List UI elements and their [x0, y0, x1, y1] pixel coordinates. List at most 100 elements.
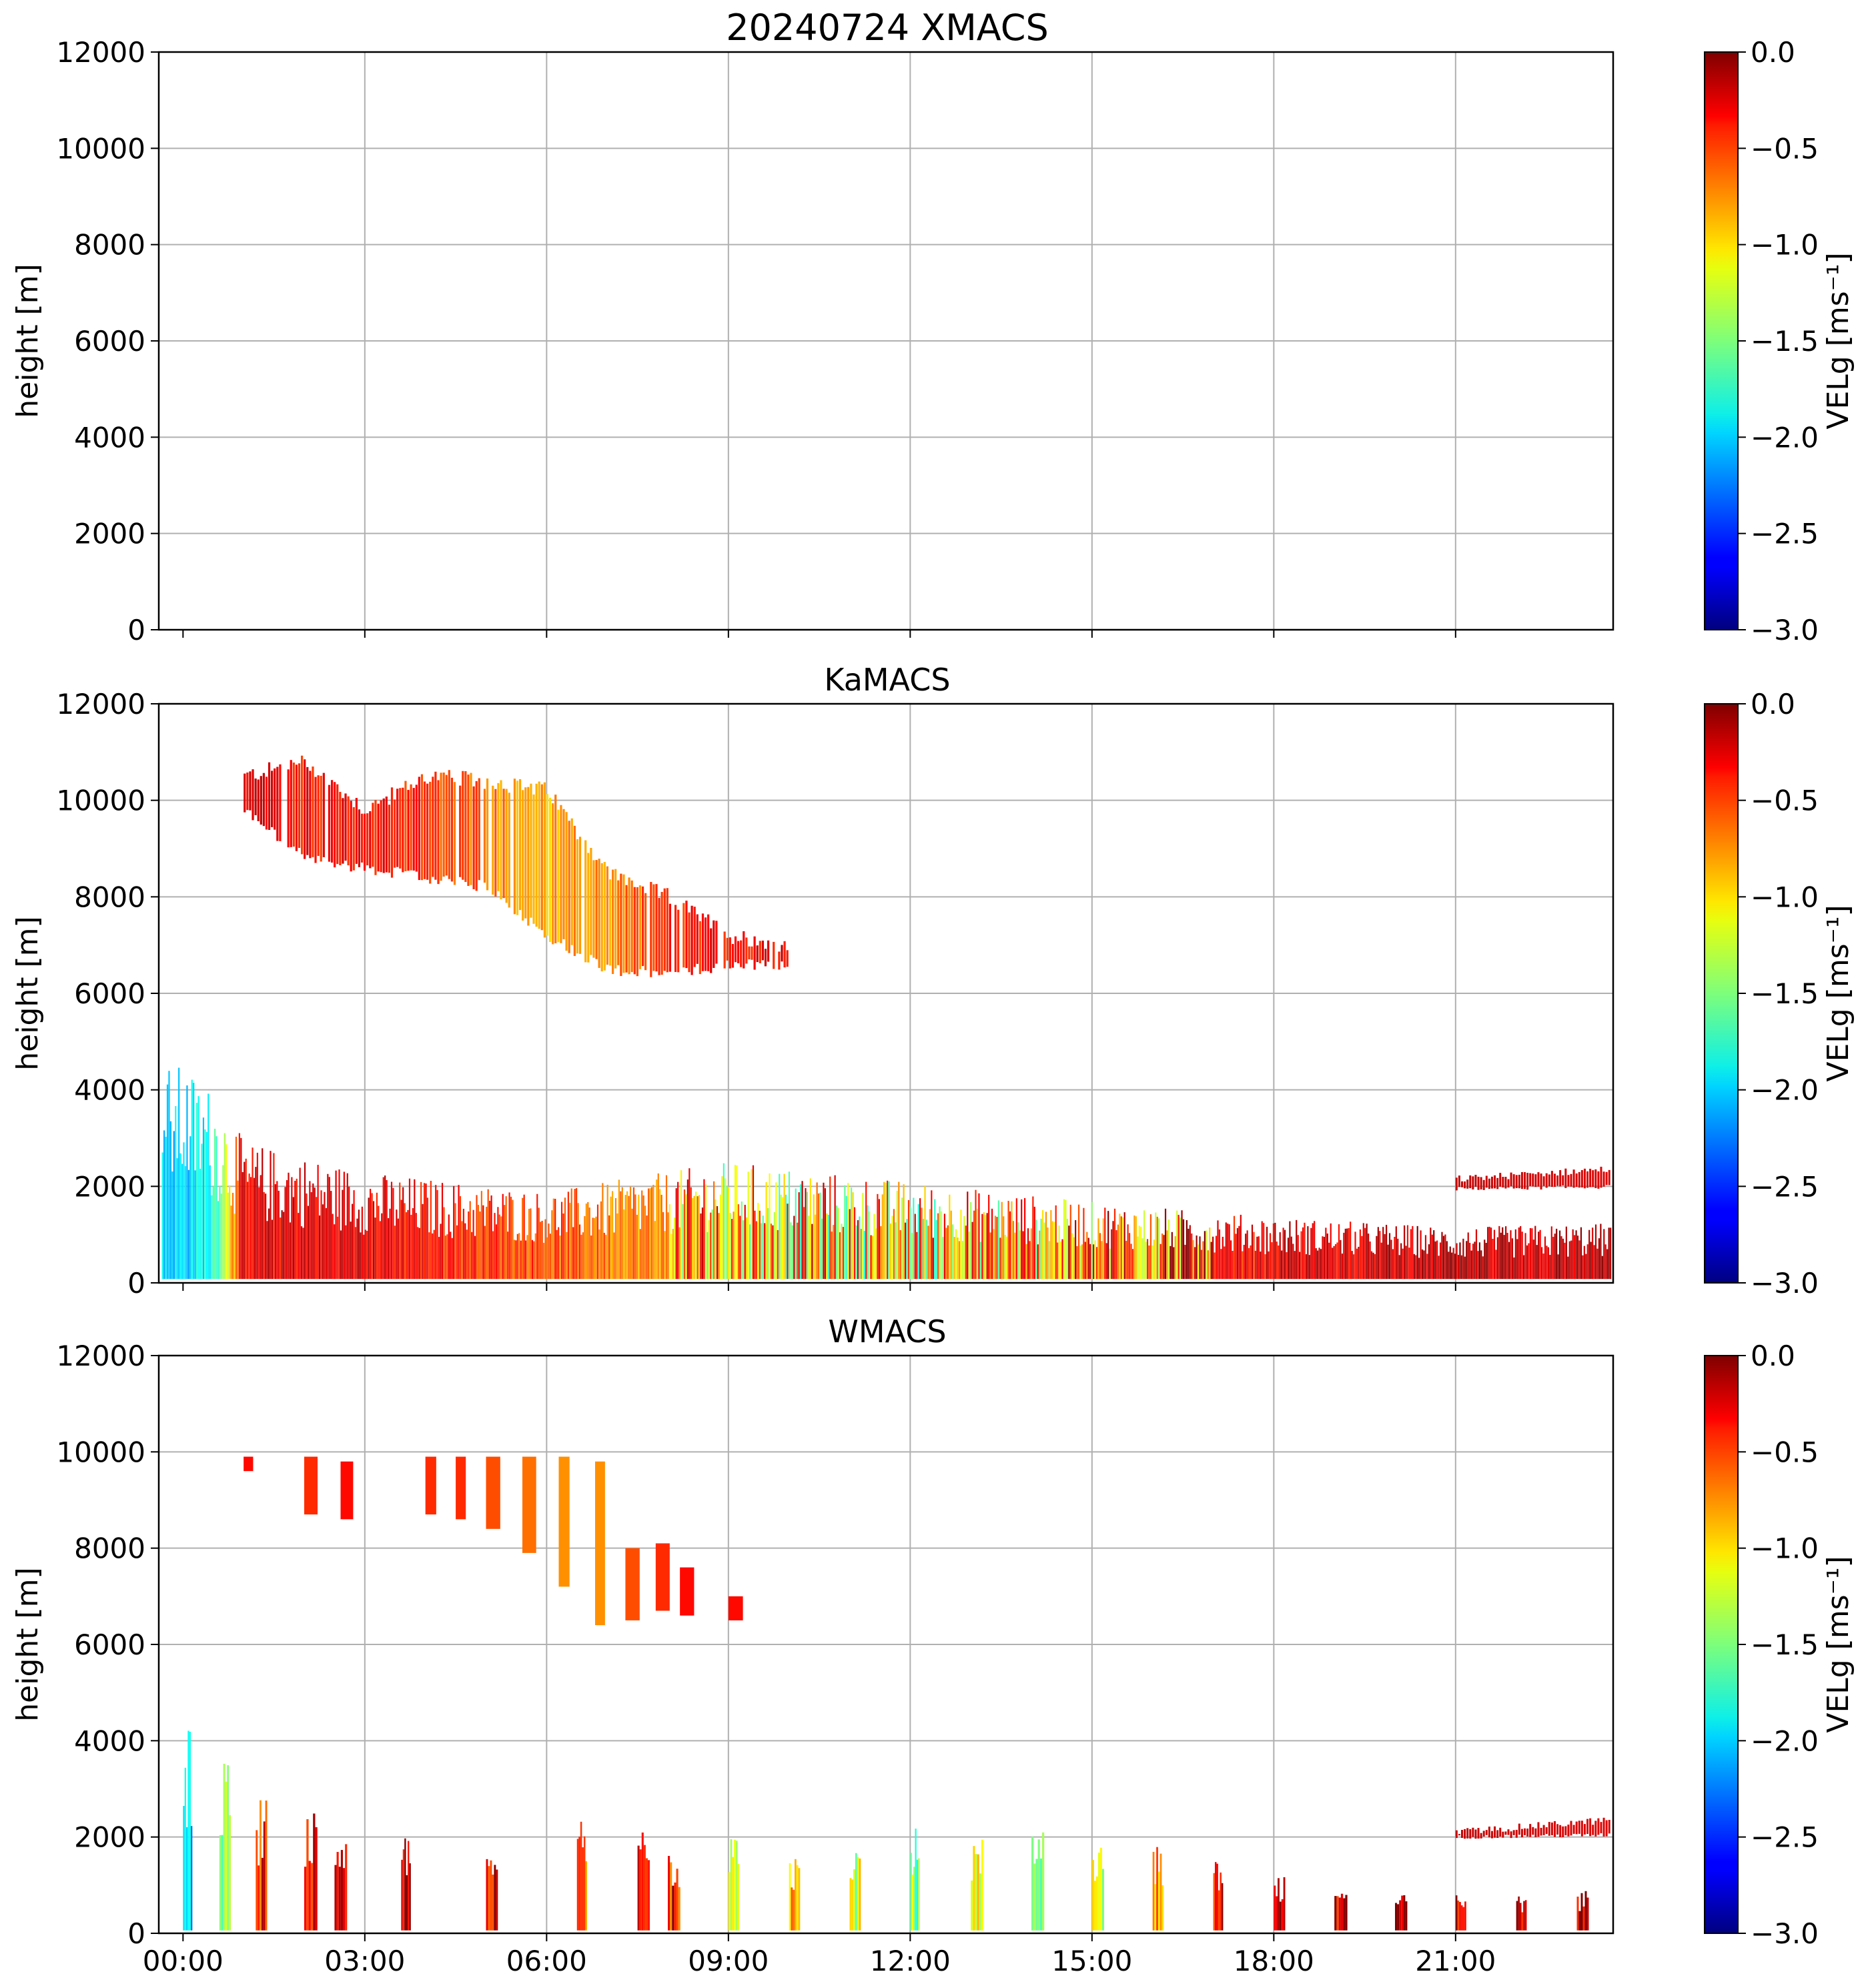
cloud-column — [606, 866, 609, 965]
boundary-layer-column — [1004, 1234, 1006, 1280]
boundary-layer-column — [1250, 1245, 1252, 1280]
low-cloud-sample — [1457, 1900, 1460, 1931]
boundary-layer-column — [847, 1183, 849, 1280]
boundary-layer-column — [1456, 1243, 1458, 1280]
boundary-layer-column — [495, 1224, 498, 1280]
cloud-column — [374, 800, 377, 875]
boundary-layer-column — [878, 1199, 880, 1280]
boundary-layer-column — [1043, 1222, 1045, 1280]
boundary-layer-column — [1017, 1222, 1019, 1280]
y-tick-label: 12000 — [56, 688, 145, 720]
boundary-layer-column — [1336, 1242, 1338, 1280]
boundary-layer-column — [831, 1231, 833, 1280]
boundary-layer-column — [415, 1213, 417, 1280]
boundary-layer-column — [420, 1181, 422, 1280]
low-cloud-sample — [971, 1880, 973, 1931]
boundary-layer-column — [1194, 1247, 1196, 1280]
low-cloud-sample — [308, 1861, 311, 1931]
panel-wmacs-yticks: 0 2000 4000 6000 8000 10000 12000 — [56, 1340, 159, 1950]
boundary-layer-column — [1058, 1225, 1060, 1280]
boundary-layer-column — [1446, 1241, 1448, 1280]
boundary-layer-column — [451, 1237, 453, 1280]
cloud-layer-column — [1466, 1179, 1469, 1189]
boundary-layer-column — [1523, 1255, 1525, 1280]
boundary-layer-column — [698, 1195, 700, 1280]
panel-wmacs-xticks: 00:00 03:00 06:00 09:00 12:00 15:00 18:00 21:00 — [143, 1933, 1496, 1977]
boundary-layer-column — [693, 1195, 695, 1280]
cloud-column — [710, 928, 713, 973]
cloud-column — [557, 809, 560, 943]
boundary-layer-column — [590, 1235, 592, 1280]
boundary-layer-column — [723, 1163, 725, 1280]
boundary-layer-column — [721, 1176, 723, 1280]
cloud-column — [677, 909, 680, 973]
panel-wmacs-cblabel: VELg [ms⁻¹] — [1821, 1556, 1855, 1732]
boundary-layer-column — [1416, 1225, 1418, 1280]
boundary-layer-column — [1364, 1227, 1366, 1280]
boundary-layer-column — [520, 1240, 522, 1280]
boundary-layer-column — [1467, 1232, 1469, 1280]
cloud-column — [301, 755, 304, 855]
boundary-layer-column — [298, 1213, 300, 1280]
boundary-layer-column — [904, 1222, 907, 1280]
boundary-layer-column — [237, 1180, 239, 1280]
boundary-layer-column — [1167, 1219, 1170, 1280]
boundary-layer-column — [793, 1215, 795, 1280]
boundary-layer-column — [576, 1188, 578, 1280]
cloud-column — [486, 778, 489, 891]
low-cloud-sample — [492, 1874, 494, 1931]
cloud-layer-column — [1583, 1824, 1586, 1835]
low-cloud-sample — [1091, 1860, 1094, 1931]
boundary-layer-column — [1202, 1241, 1204, 1280]
boundary-layer-column — [1552, 1236, 1554, 1280]
boundary-layer-column — [352, 1203, 354, 1280]
boundary-layer-column — [749, 1224, 751, 1280]
boundary-layer-column — [668, 1204, 671, 1280]
boundary-layer-column — [396, 1209, 398, 1280]
cloud-column — [690, 905, 693, 975]
boundary-layer-column — [626, 1191, 628, 1280]
boundary-layer-column — [893, 1209, 895, 1280]
cloud-column — [402, 787, 404, 873]
boundary-layer-column — [1123, 1212, 1125, 1280]
boundary-layer-column — [1576, 1235, 1579, 1280]
boundary-layer-column — [797, 1222, 799, 1280]
cloud-layer-column — [1556, 1824, 1559, 1835]
boundary-layer-column — [1534, 1225, 1536, 1280]
boundary-layer-column — [1574, 1235, 1576, 1280]
cloud-layer-column — [1583, 1168, 1586, 1189]
boundary-layer-column — [1434, 1241, 1436, 1280]
boundary-layer-column — [752, 1165, 755, 1280]
boundary-layer-column — [603, 1232, 605, 1280]
low-cloud-sample — [647, 1860, 650, 1931]
boundary-layer-column — [1148, 1246, 1150, 1280]
boundary-layer-column — [1200, 1250, 1203, 1280]
boundary-layer-column — [787, 1203, 789, 1280]
boundary-layer-column — [1087, 1237, 1089, 1280]
boundary-layer-column — [1585, 1254, 1587, 1280]
boundary-layer-column — [400, 1199, 402, 1280]
boundary-layer-column — [513, 1239, 516, 1280]
cloud-layer-column — [1548, 1822, 1550, 1836]
boundary-layer-column — [186, 1085, 188, 1280]
cloud-layer-column — [1490, 1176, 1493, 1189]
boundary-layer-column — [161, 1152, 163, 1280]
boundary-layer-column — [942, 1237, 944, 1280]
low-cloud-sample — [1156, 1847, 1158, 1931]
panel-kamacs-data — [161, 755, 1612, 1280]
boundary-layer-column — [345, 1225, 347, 1280]
y-tick-label: 8000 — [74, 1532, 145, 1565]
boundary-layer-column — [934, 1199, 936, 1280]
boundary-layer-column — [384, 1175, 386, 1280]
boundary-layer-column — [1487, 1227, 1489, 1280]
boundary-layer-column — [350, 1221, 352, 1280]
boundary-layer-column — [304, 1162, 306, 1280]
boundary-layer-column — [336, 1216, 339, 1280]
boundary-layer-column — [772, 1225, 774, 1280]
cloud-column — [614, 869, 617, 969]
boundary-layer-column — [1567, 1256, 1569, 1280]
colorbar-tick-label: −2.5 — [1751, 1170, 1819, 1203]
boundary-layer-column — [292, 1197, 294, 1280]
boundary-layer-column — [552, 1198, 554, 1280]
cloud-layer-column — [1469, 1175, 1472, 1189]
